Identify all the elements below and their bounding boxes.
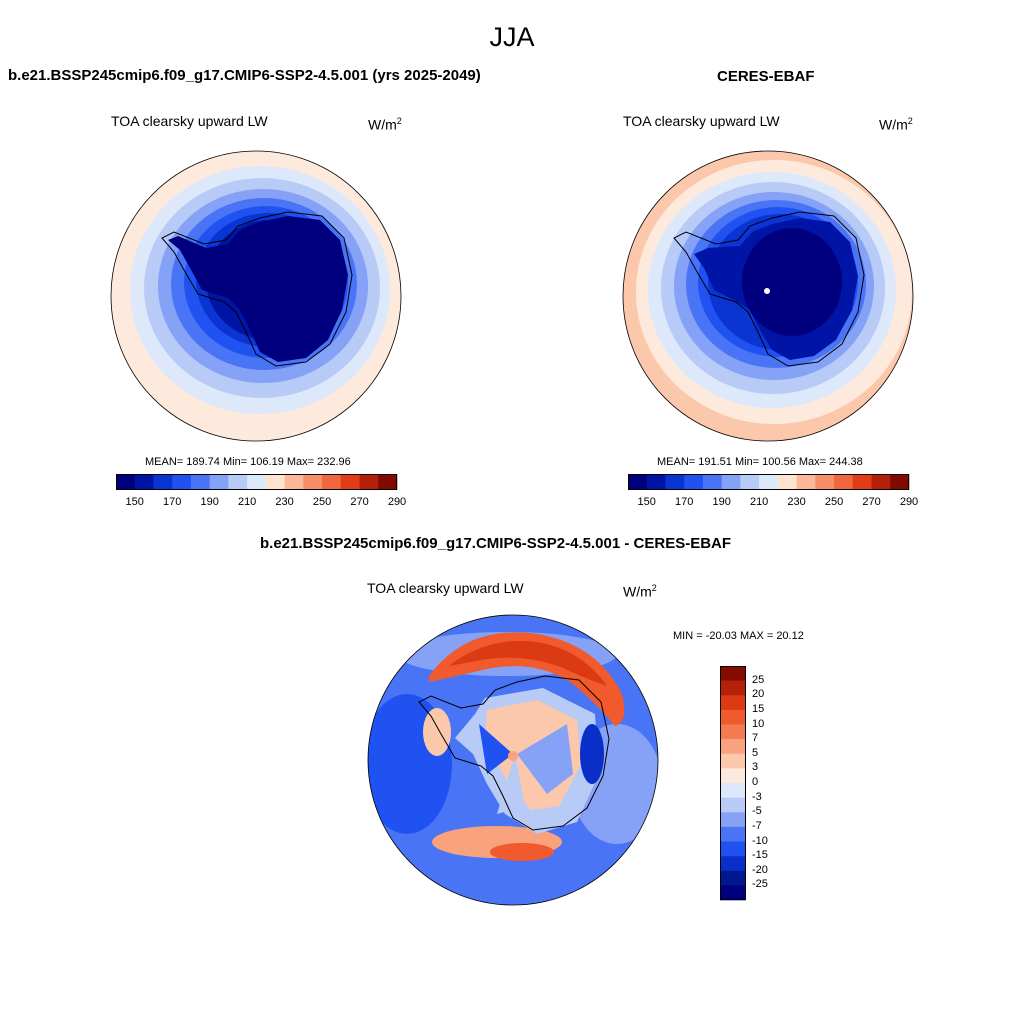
- colorbar-tick-label: -15: [752, 849, 768, 862]
- colorbar-box: [153, 474, 173, 490]
- panel1-colorbar: [116, 474, 398, 490]
- panel3-variable: TOA clearsky upward LW: [367, 580, 524, 596]
- colorbar-box: [720, 724, 746, 740]
- colorbar-tick-label: 230: [787, 496, 806, 508]
- colorbar-box: [852, 474, 872, 490]
- colorbar-frame: [628, 474, 909, 490]
- colorbar-box: [720, 666, 746, 681]
- colorbar-tick-label: 190: [200, 496, 219, 508]
- colorbar-tick-label: 270: [350, 496, 369, 508]
- colorbar-box: [720, 870, 746, 886]
- colorbar-tick-label: 170: [163, 496, 182, 508]
- colorbar-box: [646, 474, 666, 490]
- panel1-title: b.e21.BSSP245cmip6.f09_g17.CMIP6-SSP2-4.…: [8, 67, 481, 84]
- panel2-units: W/m2: [879, 116, 913, 133]
- colorbar-box: [303, 474, 323, 490]
- panel3-difference-map: [367, 614, 659, 906]
- colorbar-tick-label: -3: [752, 790, 762, 803]
- colorbar-box: [721, 474, 741, 490]
- colorbar-tick-label: 290: [899, 496, 919, 508]
- colorbar-box: [834, 474, 854, 490]
- colorbar-box: [720, 797, 746, 813]
- colorbar-tick-label: -7: [752, 819, 762, 832]
- colorbar-box: [720, 768, 746, 784]
- colorbar-tick-label: 20: [752, 688, 765, 701]
- colorbar-tick-label: 270: [862, 496, 881, 508]
- colorbar-box: [322, 474, 342, 490]
- colorbar-box: [871, 474, 891, 490]
- colorbar-tick-label: 170: [675, 496, 694, 508]
- colorbar-box: [720, 739, 746, 755]
- panel3-stats: MIN = -20.03 MAX = 20.12: [673, 630, 804, 642]
- panel1-model-map: [110, 150, 402, 442]
- colorbar-box: [116, 474, 136, 490]
- panel3-units: W/m2: [623, 583, 657, 600]
- colorbar-box: [720, 753, 746, 769]
- colorbar-box: [720, 695, 746, 711]
- colorbar-box: [265, 474, 285, 490]
- colorbar-tick-label: 290: [387, 496, 407, 508]
- colorbar-box: [815, 474, 835, 490]
- colorbar-tick-label: 25: [752, 673, 765, 686]
- panel1-stats: MEAN= 189.74 Min= 106.19 Max= 232.96: [145, 456, 351, 468]
- colorbar-tick-label: 10: [752, 717, 765, 730]
- colorbar-tick-label: -25: [752, 878, 768, 891]
- colorbar-box: [740, 474, 760, 490]
- colorbar-box: [359, 474, 379, 490]
- colorbar-box: [628, 474, 648, 490]
- colorbar-box: [720, 783, 746, 798]
- colorbar-tick-label: 230: [275, 496, 294, 508]
- colorbar-box: [720, 680, 746, 696]
- colorbar-tick-label: -20: [752, 863, 768, 876]
- colorbar-tick-label: -5: [752, 805, 762, 818]
- colorbar-tick-label: 150: [637, 496, 656, 508]
- colorbar-tick-label: 7: [752, 732, 759, 745]
- panel2-stats: MEAN= 191.51 Min= 100.56 Max= 244.38: [657, 456, 863, 468]
- colorbar-tick-label: 210: [237, 496, 257, 508]
- colorbar-tick-label: 0: [752, 776, 759, 788]
- colorbar-box: [228, 474, 248, 490]
- colorbar-box: [890, 474, 910, 490]
- panel2-colorbar: [628, 474, 910, 490]
- colorbar-tick-label: 3: [752, 761, 759, 774]
- colorbar-box: [702, 474, 722, 490]
- colorbar-box: [796, 474, 816, 490]
- colorbar-box: [720, 856, 746, 872]
- colorbar-tick-label: 150: [125, 496, 144, 508]
- colorbar-box: [720, 885, 746, 901]
- colorbar-tick-label: 15: [752, 702, 765, 715]
- colorbar-box: [684, 474, 704, 490]
- colorbar-tick-label: 210: [749, 496, 769, 508]
- colorbar-box: [720, 812, 746, 828]
- panel1-units: W/m2: [368, 116, 402, 133]
- panel3-colorbar: [720, 666, 746, 901]
- colorbar-box: [190, 474, 210, 490]
- panel2-obs-map: [622, 150, 914, 442]
- colorbar-box: [777, 474, 797, 490]
- colorbar-box: [720, 709, 746, 725]
- colorbar-box: [720, 826, 746, 842]
- colorbar-box: [665, 474, 685, 490]
- panel2-variable: TOA clearsky upward LW: [623, 113, 780, 129]
- colorbar-box: [759, 474, 779, 490]
- panel1-variable: TOA clearsky upward LW: [111, 113, 268, 129]
- colorbar-box: [378, 474, 398, 490]
- colorbar-box: [340, 474, 360, 490]
- colorbar-frame: [720, 666, 746, 900]
- colorbar-tick-label: -10: [752, 834, 768, 847]
- colorbar-box: [134, 474, 154, 490]
- colorbar-box: [247, 474, 267, 490]
- colorbar-frame: [116, 474, 397, 490]
- colorbar-box: [720, 841, 746, 857]
- colorbar-tick-label: 5: [752, 746, 759, 759]
- colorbar-tick-label: 190: [712, 496, 731, 508]
- colorbar-tick-label: 250: [312, 496, 332, 508]
- colorbar-box: [284, 474, 304, 490]
- colorbar-tick-label: 250: [824, 496, 844, 508]
- colorbar-box: [209, 474, 229, 490]
- season-title: JJA: [489, 22, 535, 52]
- colorbar-box: [172, 474, 192, 490]
- panel3-title: b.e21.BSSP245cmip6.f09_g17.CMIP6-SSP2-4.…: [260, 535, 732, 552]
- panel2-title: CERES-EBAF: [717, 68, 815, 85]
